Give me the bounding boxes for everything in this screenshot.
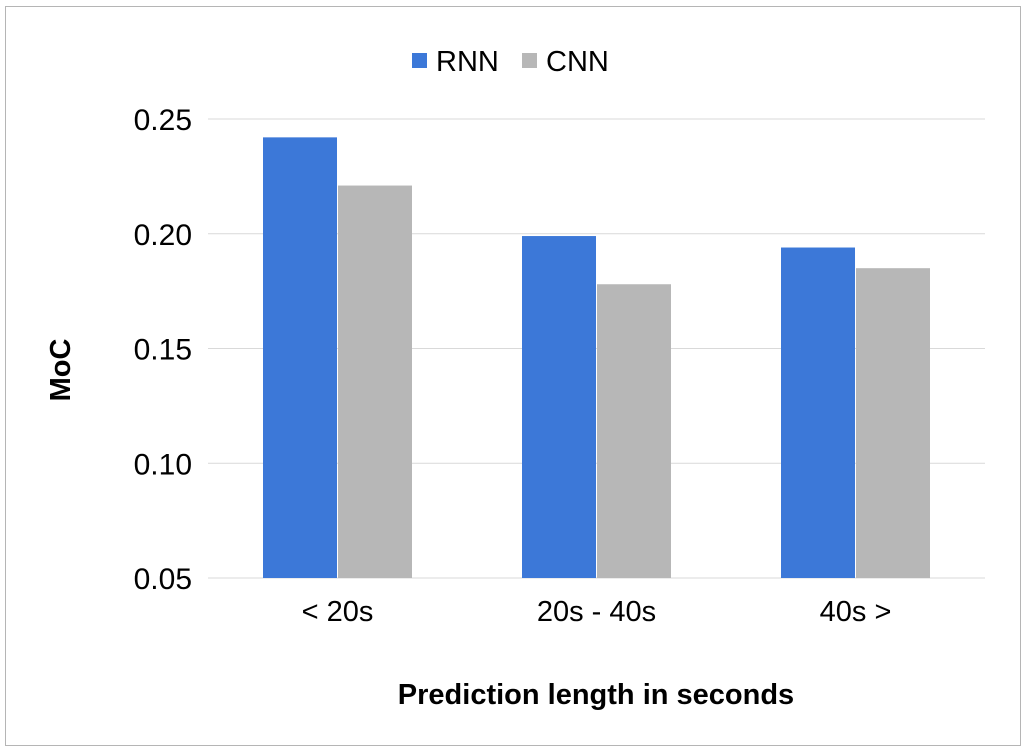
legend-label-rnn: RNN <box>436 46 499 78</box>
y-tick-label: 0.05 <box>134 563 192 596</box>
bar-cnn <box>338 185 412 578</box>
y-tick-label: 0.10 <box>134 448 192 481</box>
y-tick-label: 0.15 <box>134 334 192 367</box>
bar-rnn <box>522 236 596 579</box>
y-axis-title: MoC <box>45 339 77 402</box>
x-axis-title: Prediction length in seconds <box>398 679 794 711</box>
bar-rnn <box>263 137 337 579</box>
legend-label-cnn: CNN <box>546 46 609 78</box>
y-tick-label: 0.25 <box>134 104 192 137</box>
x-tick-label: 20s - 40s <box>537 596 656 628</box>
legend-swatch-rnn <box>412 53 427 68</box>
bar-rnn <box>781 247 855 578</box>
legend-swatch-cnn <box>522 53 537 68</box>
x-tick-label: 40s > <box>820 596 892 628</box>
y-tick-label: 0.20 <box>134 219 192 252</box>
legend: RNN CNN <box>412 46 609 78</box>
y-axis-ticks: 0.05 0.10 0.15 0.20 0.25 <box>134 104 192 596</box>
bar-cnn <box>856 268 930 578</box>
x-axis-ticks: < 20s 20s - 40s 40s > <box>302 596 892 628</box>
x-tick-label: < 20s <box>302 596 374 628</box>
gridlines <box>208 118 985 579</box>
bars <box>263 137 930 579</box>
bar-cnn <box>597 284 671 578</box>
